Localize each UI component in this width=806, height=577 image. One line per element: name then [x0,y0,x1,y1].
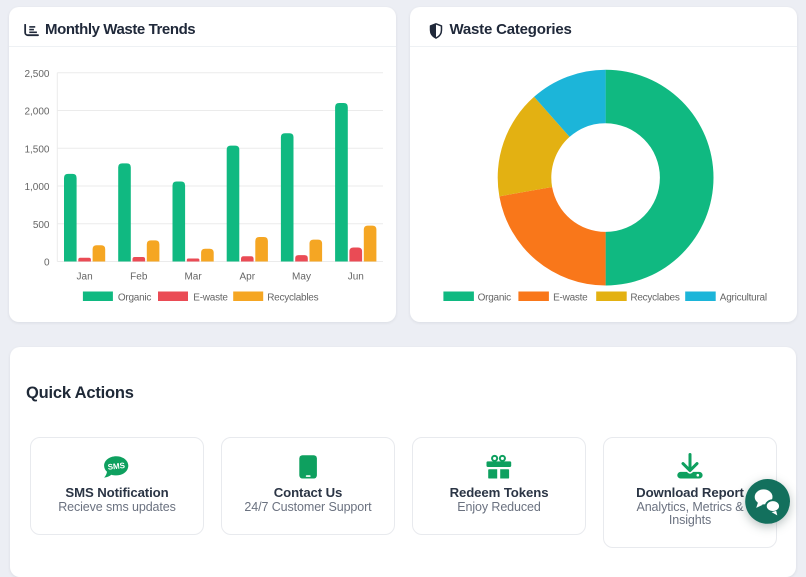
svg-text:500: 500 [33,220,50,231]
svg-text:2,500: 2,500 [24,69,49,80]
svg-text:Feb: Feb [130,272,148,283]
svg-text:1,500: 1,500 [24,144,49,155]
svg-text:Mar: Mar [184,272,202,283]
svg-text:Jun: Jun [348,272,364,283]
svg-text:Organic: Organic [478,292,512,303]
svg-text:2,000: 2,000 [24,107,49,118]
svg-text:Jan: Jan [77,272,93,283]
svg-text:May: May [292,272,311,283]
svg-text:Recyclabes: Recyclabes [630,292,679,303]
svg-text:0: 0 [44,258,50,269]
svg-text:1,000: 1,000 [24,182,49,193]
svg-text:E-waste: E-waste [193,292,228,303]
svg-text:Organic: Organic [118,292,152,303]
svg-text:Apr: Apr [240,272,256,283]
svg-text:Recyclables: Recyclables [267,292,318,303]
svg-text:Agricultural: Agricultural [720,292,767,303]
svg-text:E-waste: E-waste [553,292,588,303]
